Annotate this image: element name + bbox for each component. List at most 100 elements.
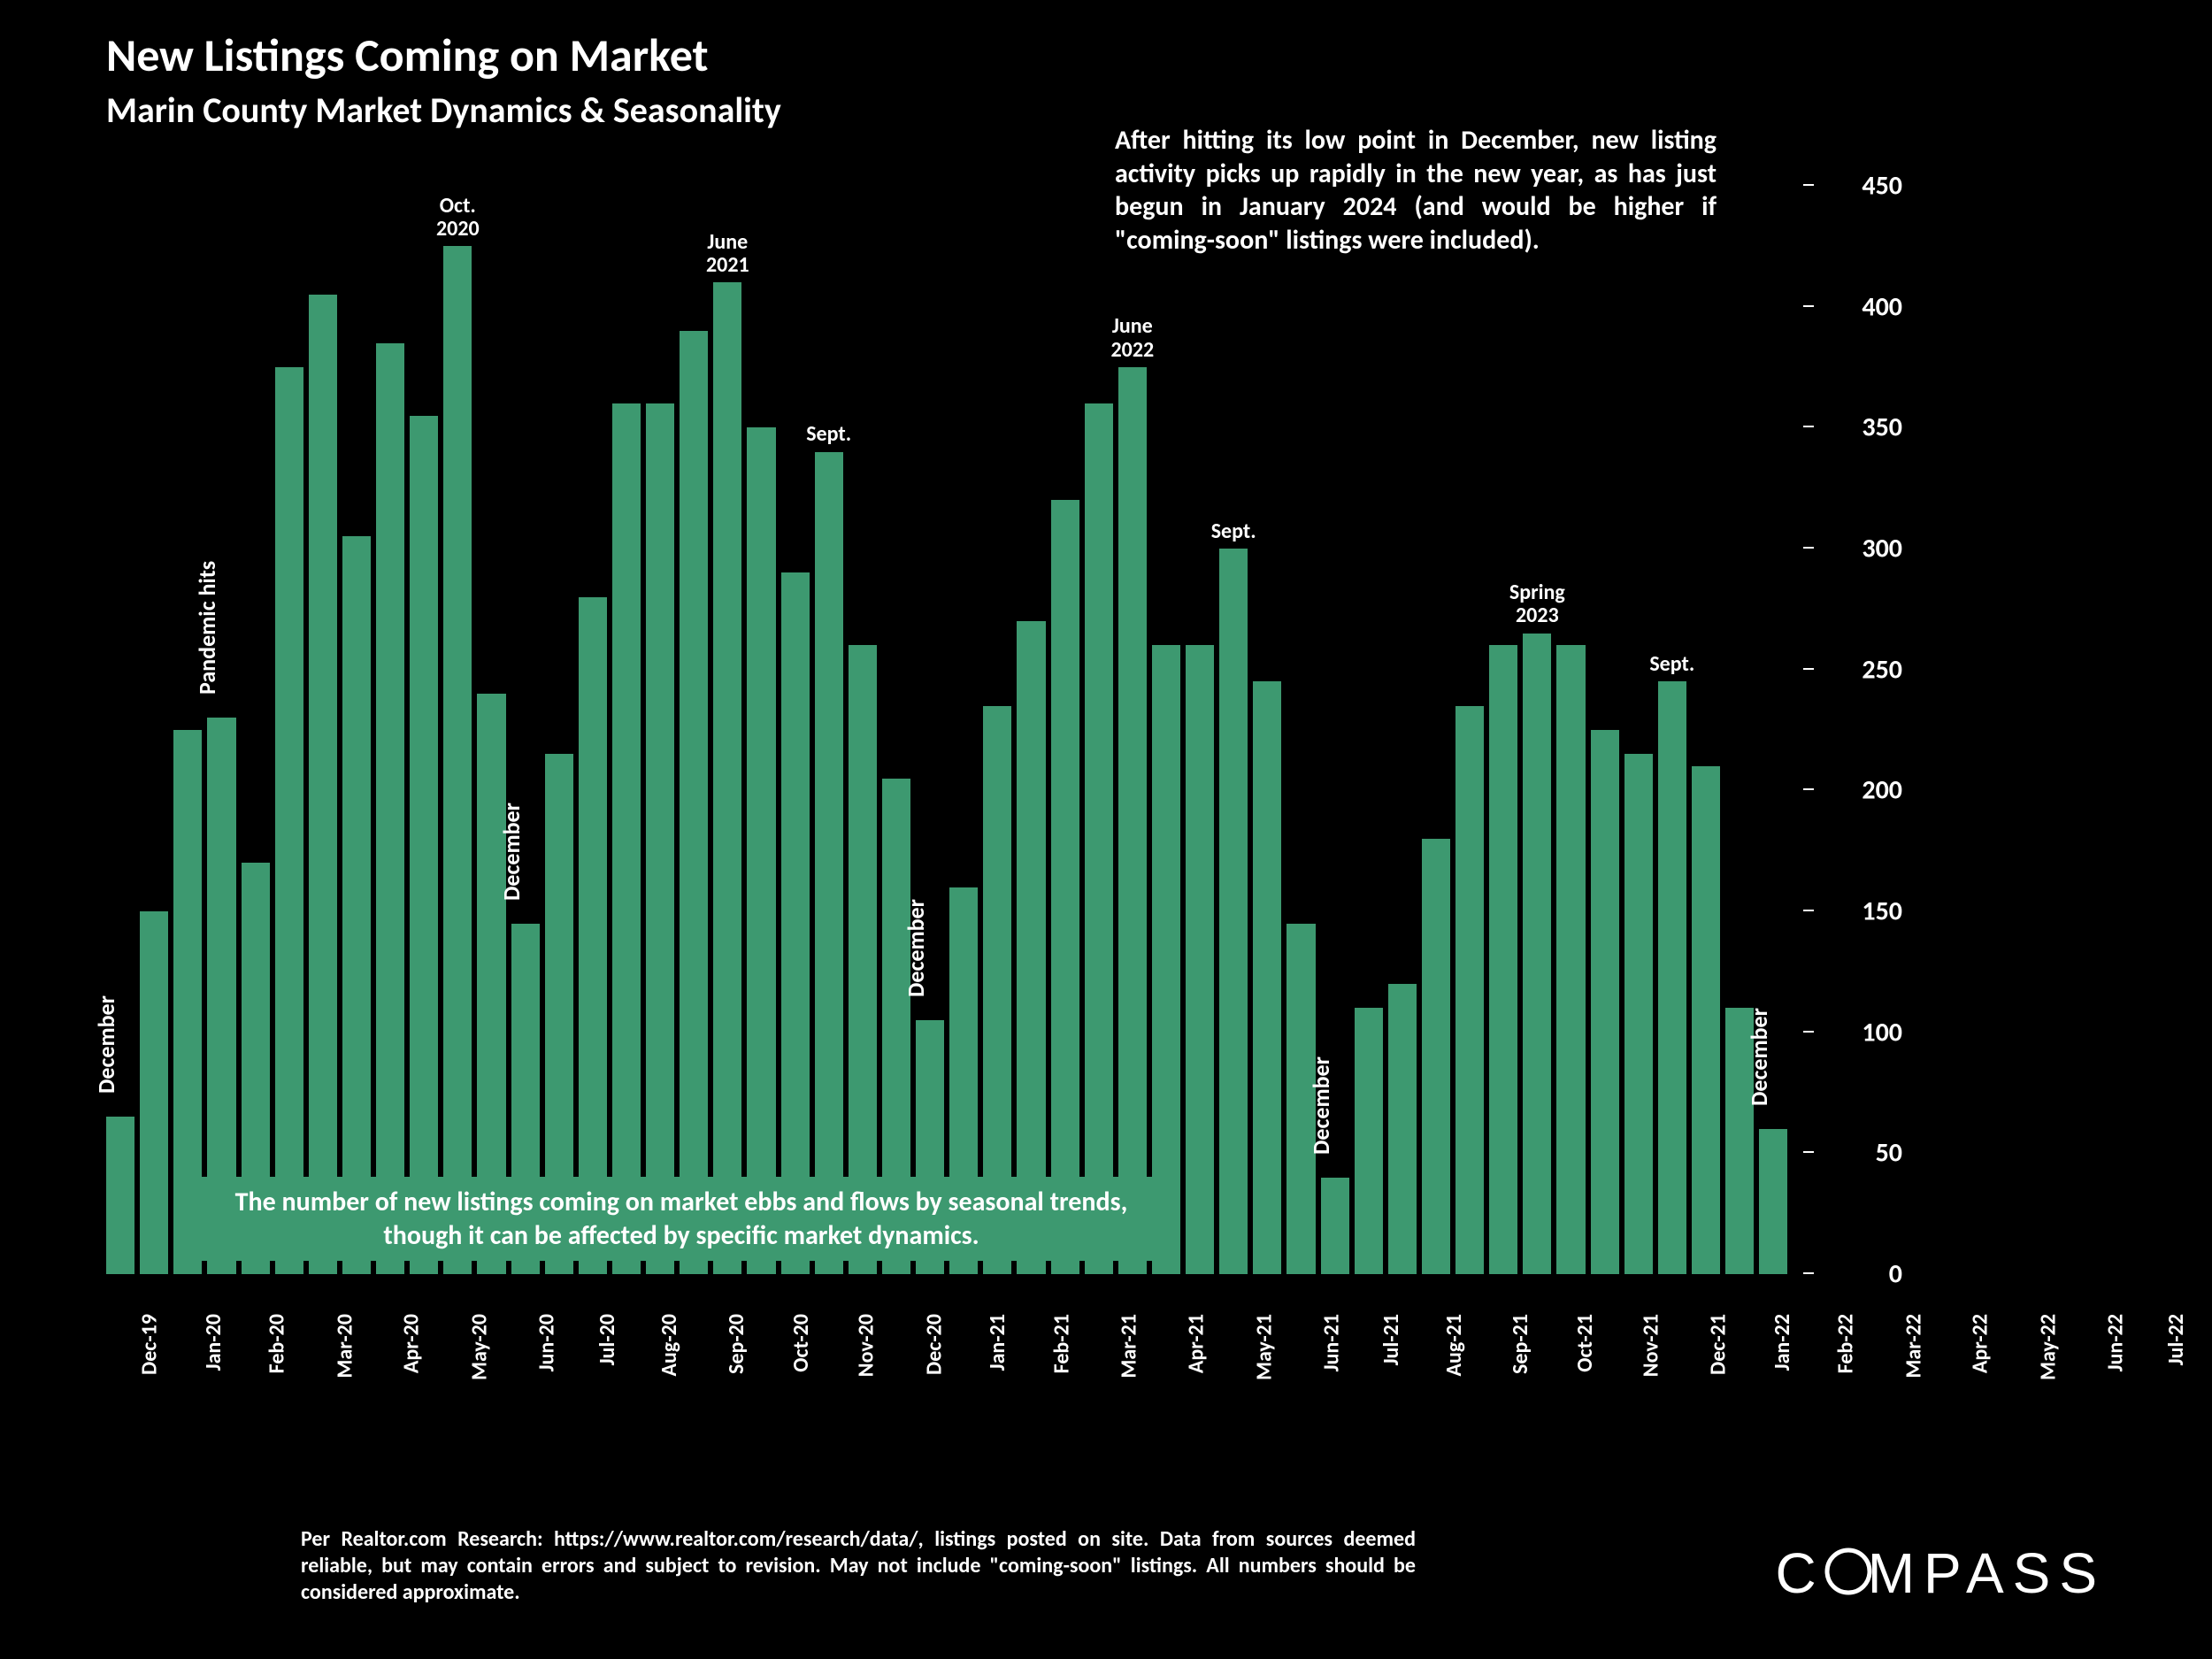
bar-column <box>342 536 371 1274</box>
y-tick-label: 0 <box>1889 1258 1902 1291</box>
bar-column: Sept. <box>815 452 843 1274</box>
bar <box>140 911 168 1274</box>
title-block: New Listings Coming on Market Marin Coun… <box>106 27 781 132</box>
bar-callout-label: Sept. <box>1211 520 1256 543</box>
x-axis-label: Dec-21 <box>1706 1314 1732 1375</box>
x-axis-label: Jun-22 <box>2103 1314 2129 1371</box>
x-axis-label: Jan-21 <box>986 1314 1011 1371</box>
bar-column <box>747 427 775 1274</box>
inset-caption: The number of new listings coming on mar… <box>195 1177 1168 1261</box>
bar: Spring2023 <box>1523 634 1551 1274</box>
bar-column <box>1422 839 1450 1274</box>
bar: Sept. <box>815 452 843 1274</box>
bar-column <box>1624 754 1653 1274</box>
x-axis-label: Aug-21 <box>1441 1314 1467 1376</box>
bar-column: June2021 <box>713 282 741 1274</box>
chart-subtitle: Marin County Market Dynamics & Seasonali… <box>106 88 781 132</box>
chart-title: New Listings Coming on Market <box>106 27 781 83</box>
x-axis-label: Dec-20 <box>921 1314 947 1375</box>
bar <box>1591 730 1619 1274</box>
bar-callout-label: June2022 <box>1110 315 1154 362</box>
bar-column <box>309 295 337 1274</box>
bar-column <box>1388 984 1417 1274</box>
y-tick-mark <box>1803 910 1814 911</box>
y-tick-mark <box>1803 788 1814 790</box>
bar <box>781 572 810 1274</box>
y-tick-mark <box>1803 305 1814 307</box>
bar <box>1186 645 1214 1274</box>
bars-container: December Pandemic hits Oct.2020 December Jun… <box>106 186 1787 1274</box>
bar-vertical-label: December <box>1745 1008 1773 1106</box>
bar <box>275 367 303 1274</box>
bar: Sept. <box>1658 681 1686 1274</box>
y-tick-label: 250 <box>1862 653 1902 686</box>
compass-logo: CMPASS <box>1775 1540 2106 1606</box>
compass-circle-icon <box>1824 1543 1873 1600</box>
y-axis: 050100150200250300350400450 <box>1814 186 1902 1274</box>
y-tick-label: 150 <box>1862 895 1902 928</box>
y-tick-label: 400 <box>1862 290 1902 323</box>
bar: Sept. <box>1219 549 1248 1274</box>
y-tick-label: 50 <box>1876 1137 1902 1170</box>
bar <box>1388 984 1417 1274</box>
bar <box>1489 645 1517 1274</box>
y-tick-mark <box>1803 184 1814 186</box>
y-tick-mark <box>1803 668 1814 670</box>
bar-column <box>1186 645 1214 1274</box>
bar <box>646 403 674 1274</box>
bar <box>376 343 404 1274</box>
x-axis-label: Apr-21 <box>1183 1314 1209 1373</box>
bar <box>1624 754 1653 1274</box>
bar-callout-label: Sept. <box>806 423 851 446</box>
bar <box>680 331 708 1274</box>
bar-column <box>781 572 810 1274</box>
bar-column <box>1085 403 1113 1274</box>
bar <box>1355 1008 1383 1274</box>
bar-column <box>410 416 438 1274</box>
bar <box>342 536 371 1274</box>
bar <box>1085 403 1113 1274</box>
y-tick-label: 300 <box>1862 533 1902 565</box>
y-tick-mark <box>1803 547 1814 549</box>
y-tick-label: 450 <box>1862 170 1902 203</box>
bar <box>1051 500 1079 1274</box>
bar-column <box>646 403 674 1274</box>
x-axis-label: Jan-22 <box>1770 1314 1795 1371</box>
bar-column <box>140 911 168 1274</box>
bar <box>1253 681 1281 1274</box>
bar <box>1556 645 1585 1274</box>
x-axis-label: May-21 <box>1251 1314 1277 1380</box>
bar <box>579 597 607 1274</box>
bar <box>1455 706 1484 1274</box>
bar: Oct.2020 <box>443 246 472 1274</box>
x-axis-label: Jun-20 <box>534 1314 560 1371</box>
bar-column: Sept. <box>1219 549 1248 1274</box>
bar <box>1321 1178 1349 1274</box>
x-axis-label: Jul-21 <box>1379 1314 1405 1365</box>
y-tick-label: 350 <box>1862 411 1902 444</box>
x-axis-label: Jun-21 <box>1319 1314 1345 1371</box>
logo-text: CMPASS <box>1775 1541 2106 1605</box>
bar-column <box>1489 645 1517 1274</box>
x-axis-labels: Dec-19Jan-20Feb-20Mar-20Apr-20May-20Jun-… <box>106 1279 1787 1304</box>
bar-column: December <box>1321 1178 1349 1274</box>
bar-column <box>275 367 303 1274</box>
bar-vertical-label: Pandemic hits <box>193 561 221 695</box>
bar <box>309 295 337 1274</box>
bar-callout-label: June2021 <box>706 231 749 278</box>
bar-column: Spring2023 <box>1523 634 1551 1274</box>
x-axis-label: Sep-20 <box>724 1314 749 1374</box>
bar-column <box>1355 1008 1383 1274</box>
bar-column <box>1692 766 1720 1274</box>
x-axis-label: Jul-22 <box>2163 1314 2189 1365</box>
x-axis-label: Nov-21 <box>1638 1314 1663 1377</box>
x-axis-label: Jan-20 <box>201 1314 227 1371</box>
y-tick-label: 100 <box>1862 1016 1902 1048</box>
bar-column <box>1591 730 1619 1274</box>
bar-column: June2022 <box>1118 367 1147 1274</box>
x-axis-label: Oct-20 <box>787 1314 813 1372</box>
x-axis-label: Feb-22 <box>1833 1314 1859 1373</box>
x-axis-label: Feb-21 <box>1048 1314 1074 1373</box>
bar-column: December <box>106 1117 134 1274</box>
bar-callout-label: Oct.2020 <box>436 195 480 242</box>
